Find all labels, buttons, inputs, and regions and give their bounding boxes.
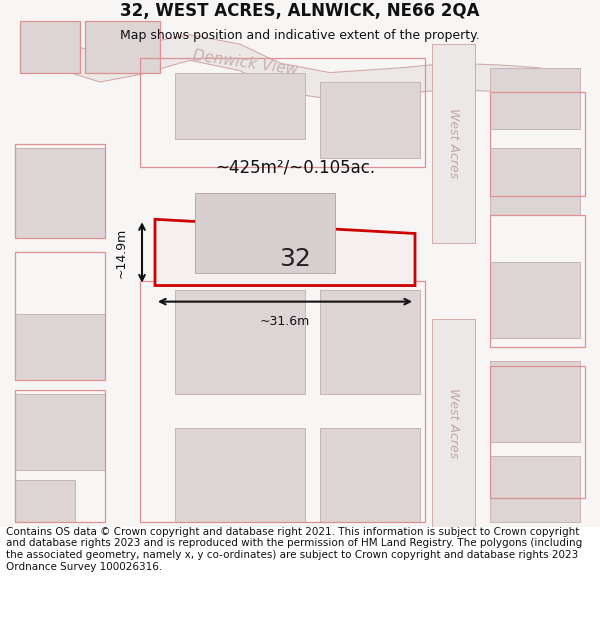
Polygon shape: [70, 35, 540, 99]
Bar: [490, 68, 580, 129]
Bar: [20, 21, 80, 72]
Polygon shape: [432, 44, 475, 243]
Bar: [20, 21, 80, 72]
Bar: [140, 281, 425, 522]
Bar: [85, 21, 160, 72]
Text: Denwick View: Denwick View: [191, 48, 299, 78]
Bar: [320, 290, 420, 394]
Bar: [490, 214, 585, 347]
Bar: [15, 148, 105, 238]
Text: West Acres: West Acres: [446, 388, 460, 458]
Text: 32: 32: [279, 247, 311, 271]
Bar: [15, 144, 105, 238]
Bar: [490, 148, 580, 214]
Text: 32, WEST ACRES, ALNWICK, NE66 2QA: 32, WEST ACRES, ALNWICK, NE66 2QA: [120, 2, 480, 20]
Text: ~31.6m: ~31.6m: [260, 315, 310, 328]
Polygon shape: [432, 319, 475, 527]
Bar: [490, 366, 585, 499]
Polygon shape: [155, 219, 415, 286]
Text: Contains OS data © Crown copyright and database right 2021. This information is : Contains OS data © Crown copyright and d…: [6, 527, 582, 572]
Bar: [15, 314, 105, 380]
Text: ~425m²/~0.105ac.: ~425m²/~0.105ac.: [215, 158, 375, 176]
Bar: [175, 290, 305, 394]
Bar: [175, 72, 305, 139]
Text: ~14.9m: ~14.9m: [115, 228, 128, 278]
Bar: [15, 479, 75, 522]
Bar: [85, 21, 160, 72]
Bar: [15, 389, 105, 522]
Bar: [490, 262, 580, 338]
Bar: [195, 192, 335, 273]
Text: West Acres: West Acres: [446, 109, 460, 179]
Bar: [140, 58, 425, 168]
Bar: [490, 361, 580, 442]
Bar: [15, 394, 105, 470]
Bar: [320, 428, 420, 522]
Bar: [320, 82, 420, 158]
Bar: [490, 91, 585, 196]
Bar: [490, 456, 580, 522]
Text: Map shows position and indicative extent of the property.: Map shows position and indicative extent…: [120, 29, 480, 42]
Bar: [175, 428, 305, 522]
Bar: [15, 253, 105, 380]
